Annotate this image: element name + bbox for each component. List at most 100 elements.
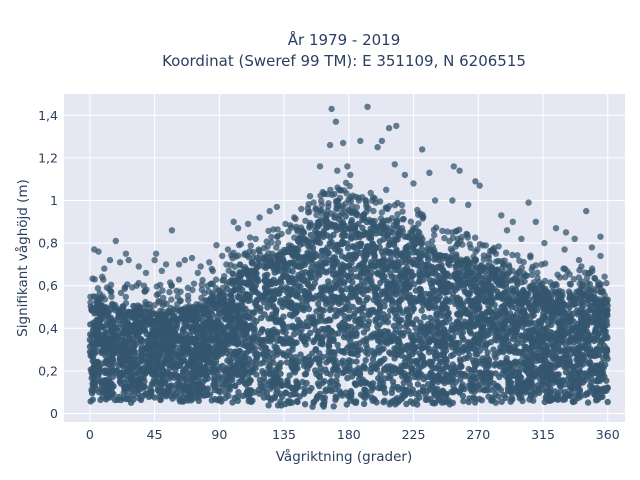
data-point [491, 351, 498, 359]
data-point [433, 297, 440, 305]
data-point [368, 280, 375, 287]
data-point [498, 398, 505, 405]
data-point [334, 341, 341, 349]
data-point [492, 385, 499, 392]
data-point [331, 279, 338, 286]
data-point [604, 398, 611, 406]
data-point [182, 351, 189, 358]
data-point [121, 343, 129, 350]
data-point [431, 332, 439, 339]
data-point [353, 358, 360, 365]
data-point [155, 323, 163, 330]
data-point [369, 306, 377, 314]
data-point [417, 286, 424, 294]
data-point [226, 383, 233, 390]
data-point [306, 361, 313, 368]
data-point [500, 323, 508, 331]
data-point [381, 375, 389, 382]
data-point [109, 355, 116, 362]
data-point [352, 265, 359, 273]
data-point [449, 361, 456, 368]
data-point [417, 323, 425, 330]
data-point [379, 262, 386, 269]
data-point [483, 354, 491, 361]
data-point [270, 359, 277, 366]
data-point [507, 362, 514, 370]
data-point [424, 256, 432, 263]
data-point [322, 221, 329, 228]
data-point [128, 346, 135, 353]
data-point [578, 305, 585, 312]
data-point [236, 378, 243, 386]
data-point [252, 364, 259, 372]
data-point [321, 268, 328, 275]
data-point [95, 324, 102, 331]
data-point [332, 307, 339, 314]
data-point [120, 389, 128, 396]
data-point [566, 361, 573, 368]
data-point [415, 262, 423, 270]
data-point [466, 340, 473, 347]
data-point [301, 385, 308, 392]
data-point [288, 357, 296, 365]
data-point [476, 395, 483, 403]
data-point [153, 381, 160, 389]
data-point [348, 234, 355, 241]
data-point [406, 313, 413, 320]
data-point [347, 387, 355, 395]
data-point [377, 339, 384, 346]
data-point [212, 329, 220, 336]
data-point [403, 400, 410, 408]
data-point [488, 315, 495, 322]
data-point [172, 390, 180, 397]
data-point [428, 270, 435, 277]
data-point [287, 391, 294, 399]
data-point [375, 375, 382, 382]
data-point [406, 381, 413, 388]
data-point [299, 240, 307, 247]
data-point [146, 337, 153, 344]
data-point [175, 383, 182, 390]
data-point [574, 311, 582, 318]
data-point [445, 260, 452, 267]
data-point [554, 371, 561, 378]
data-point [232, 285, 239, 292]
data-point [332, 381, 339, 388]
data-point [408, 268, 415, 275]
data-point [557, 388, 564, 395]
data-point [228, 295, 235, 302]
data-point [251, 345, 259, 352]
data-point [324, 244, 331, 251]
data-point [495, 393, 502, 400]
data-point [381, 303, 388, 310]
data-point [324, 232, 331, 239]
data-point [316, 263, 324, 270]
data-point [298, 303, 305, 310]
data-point [489, 397, 496, 404]
data-point [411, 256, 418, 263]
data-point [167, 392, 174, 399]
data-point [295, 258, 302, 265]
data-point [339, 238, 346, 245]
data-point [122, 395, 130, 403]
data-point [281, 265, 288, 272]
data-point [484, 369, 492, 376]
data-point [490, 285, 498, 292]
data-point [466, 395, 473, 402]
data-point [451, 340, 459, 347]
data-point [244, 362, 251, 369]
data-point [506, 310, 514, 317]
data-point [307, 231, 314, 239]
data-point [407, 331, 414, 338]
data-point [308, 384, 315, 392]
data-point [265, 402, 272, 409]
data-point [404, 295, 412, 302]
data-point [104, 350, 112, 358]
data-point [261, 378, 268, 386]
data-point [235, 294, 243, 301]
data-point [388, 334, 395, 341]
data-point [440, 319, 447, 326]
data-point [463, 308, 471, 316]
data-point [142, 370, 149, 377]
data-point [383, 294, 391, 302]
